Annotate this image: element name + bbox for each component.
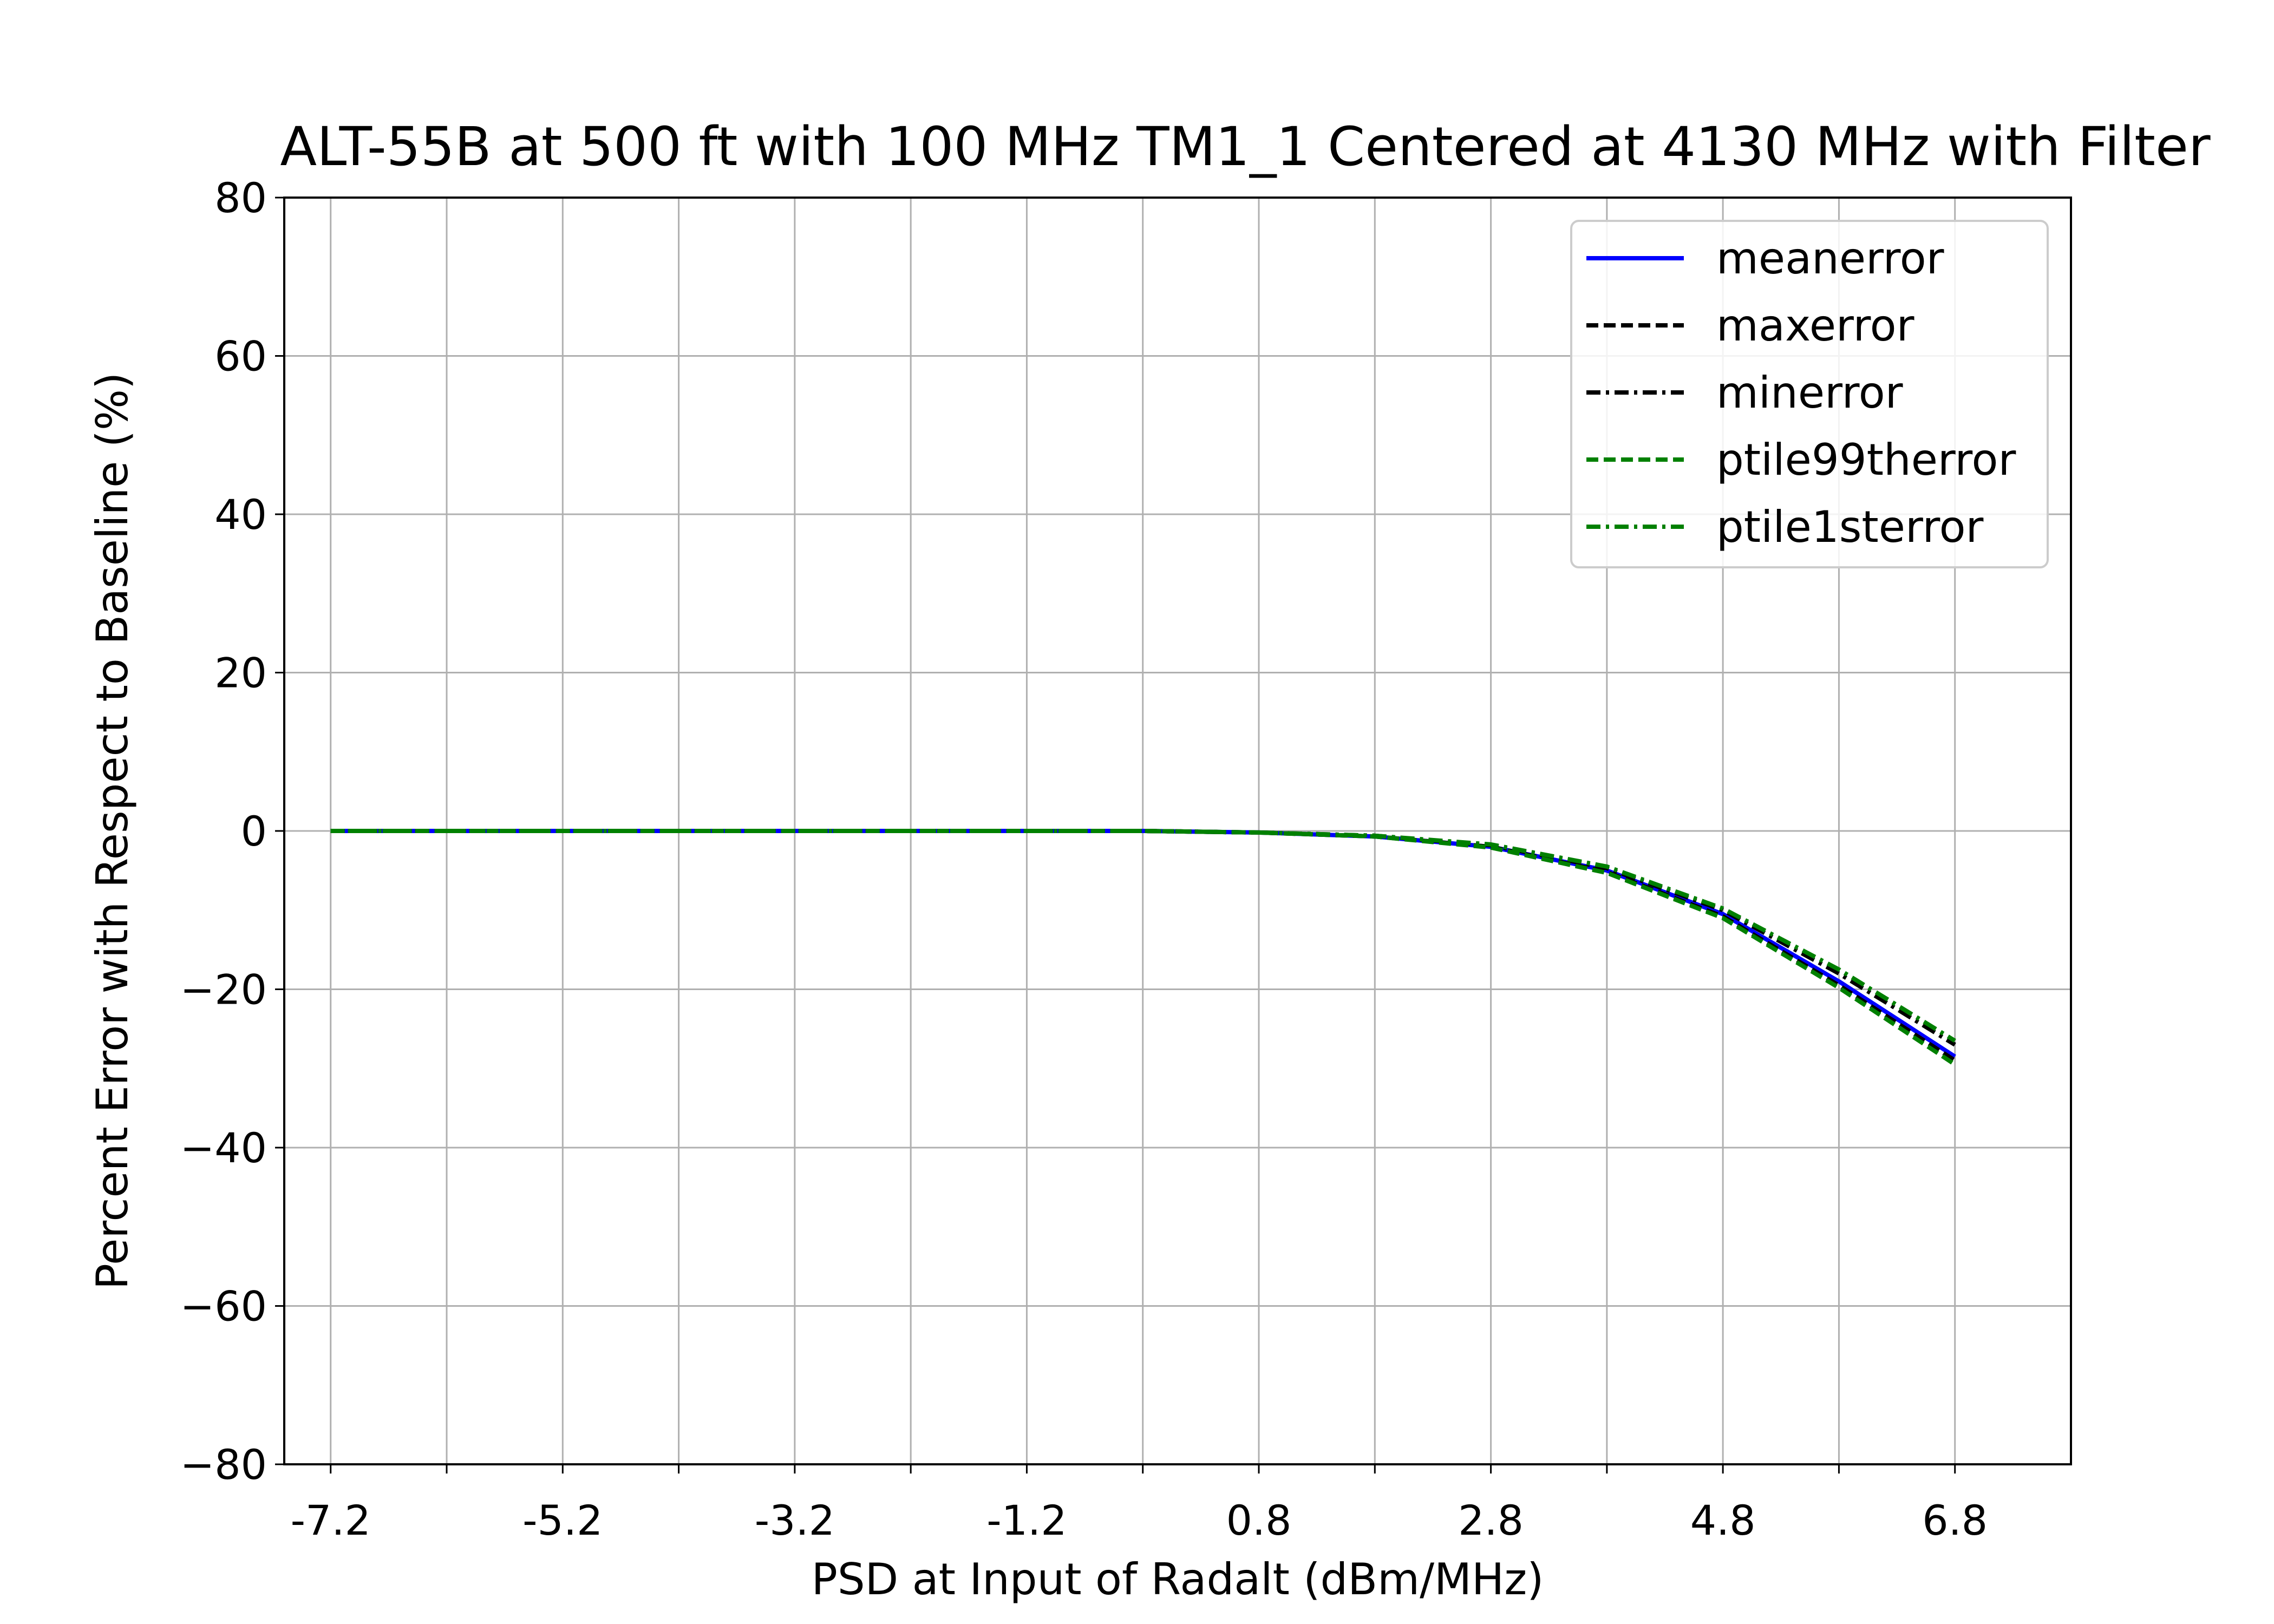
y-tick-label: 60 xyxy=(214,332,267,381)
x-tick-label: -7.2 xyxy=(291,1496,371,1544)
y-tick-label: −60 xyxy=(180,1282,267,1331)
series-line-ptile1sterror xyxy=(330,829,1956,1043)
y-tick-label: −20 xyxy=(180,966,267,1014)
x-tick-label: -5.2 xyxy=(522,1496,603,1544)
legend: meanerror maxerror minerror ptile99therror p… xyxy=(1570,220,2049,568)
x-tick-label: 6.8 xyxy=(1922,1496,1988,1544)
x-tick-label: -1.2 xyxy=(986,1496,1067,1544)
legend-label-meanerror: meanerror xyxy=(1716,233,1944,284)
y-tick-label: 80 xyxy=(214,174,267,222)
legend-label-ptile1sterror: ptile1sterror xyxy=(1716,502,1984,552)
y-axis-label: Percent Error with Respect to Baseline (… xyxy=(87,372,138,1290)
y-tick-label: −80 xyxy=(180,1440,267,1489)
x-tick-label: 2.8 xyxy=(1458,1496,1524,1544)
legend-label-ptile99therror: ptile99therror xyxy=(1716,435,2016,485)
x-axis: -7.2 -5.2 -3.2 -1.2 0.8 2.8 4.8 6.8 xyxy=(291,1464,1988,1544)
y-tick-label: 40 xyxy=(214,490,267,539)
legend-label-minerror: minerror xyxy=(1716,368,1903,418)
y-tick-label: −40 xyxy=(180,1124,267,1172)
series-layer xyxy=(330,829,1956,1066)
x-tick-label: 0.8 xyxy=(1226,1496,1292,1544)
series-line-ptile99therror xyxy=(330,829,1956,1066)
x-tick-label: -3.2 xyxy=(755,1496,835,1544)
legend-box xyxy=(1570,220,2049,568)
chart-title: ALT-55B at 500 ft with 100 MHz TM1_1 Cen… xyxy=(280,116,2210,178)
x-axis-label: PSD at Input of Radalt (dBm/MHz) xyxy=(812,1554,1544,1605)
y-axis: 80 60 40 20 0 −20 −40 −60 −80 xyxy=(180,174,284,1489)
y-tick-label: 0 xyxy=(241,807,267,855)
x-tick-label: 4.8 xyxy=(1690,1496,1756,1544)
legend-label-maxerror: maxerror xyxy=(1716,300,1914,351)
y-tick-label: 20 xyxy=(214,649,267,697)
